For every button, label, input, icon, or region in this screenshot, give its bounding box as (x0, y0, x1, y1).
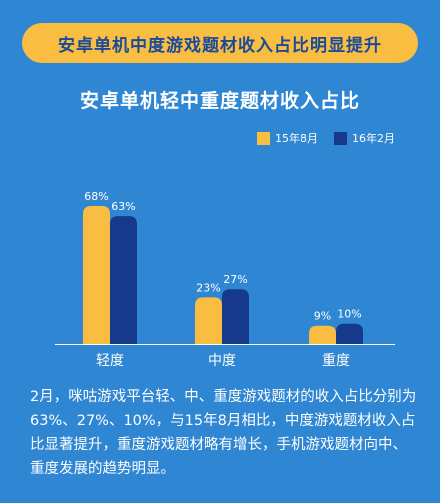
bar-series-2-轻度 (110, 216, 137, 344)
chart-legend: 15年8月 16年2月 (257, 130, 395, 146)
data-label-series-2-中度: 27% (223, 273, 247, 286)
data-label-series-1-中度: 23% (196, 281, 220, 294)
category-label-轻度: 轻度 (96, 353, 124, 369)
data-label-series-1-轻度: 68% (84, 190, 108, 203)
headline-banner: 安卓单机中度游戏题材收入占比明显提升 (22, 23, 418, 63)
bar-series-2-中度 (222, 289, 249, 344)
bar-series-1-重度 (309, 325, 336, 344)
data-label-series-2-轻度: 63% (111, 200, 135, 213)
legend-item-series-2: 16年2月 (334, 130, 395, 146)
legend-swatch-series-2 (334, 131, 347, 145)
bar-series-1-中度 (195, 297, 222, 344)
legend-label-series-1: 15年8月 (275, 132, 318, 145)
legend-label-series-2: 16年2月 (352, 132, 395, 145)
bar-series-2-重度 (336, 323, 363, 344)
category-label-中度: 中度 (208, 353, 236, 369)
legend-item-series-1: 15年8月 (257, 130, 318, 146)
description-text: 2月，咪咕游戏平台轻、中、重度游戏题材的收入占比分别为63%、27%、10%，与… (30, 389, 417, 477)
data-label-series-2-重度: 10% (337, 308, 361, 321)
bar-series-1-轻度 (83, 206, 110, 344)
legend-swatch-series-1 (257, 131, 270, 145)
data-label-series-1-重度: 9% (314, 310, 331, 323)
headline-text: 安卓单机中度游戏题材收入占比明显提升 (58, 35, 382, 56)
category-label-重度: 重度 (322, 353, 350, 369)
chart-title: 安卓单机轻中重度题材收入占比 (79, 90, 360, 112)
